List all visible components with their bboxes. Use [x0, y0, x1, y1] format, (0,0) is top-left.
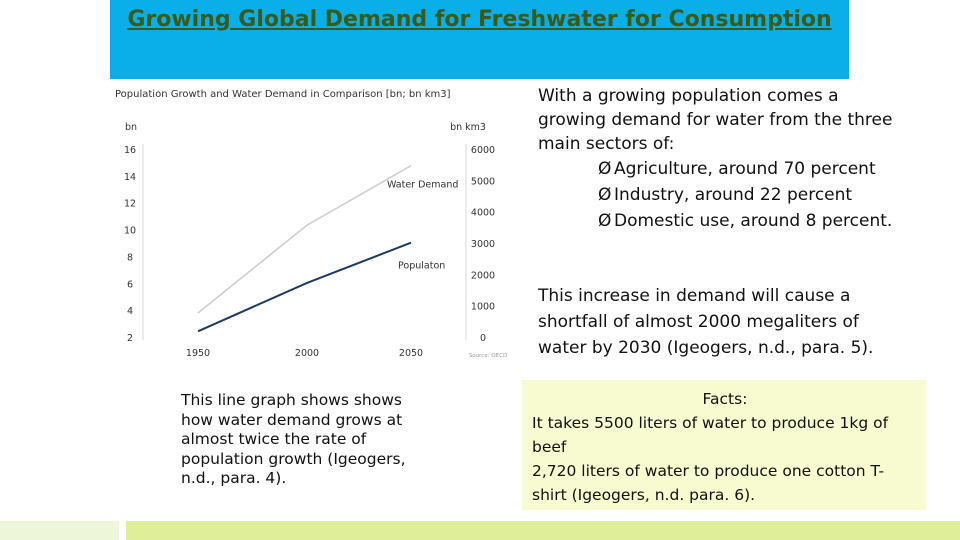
chart-source: Source: OECD [469, 353, 507, 359]
water-demand-line [197, 165, 412, 314]
left-tick-label: 8 [127, 252, 133, 263]
sector-list: Ø Agriculture, around 70 percent Ø Industr… [598, 156, 898, 234]
x-tick-label: 2050 [399, 348, 423, 359]
x-tick-label: 2000 [295, 348, 319, 359]
chart-title: Population Growth and Water Demand in Co… [115, 89, 451, 100]
left-tick-label: 6 [127, 279, 133, 290]
arrow-bullet-icon: Ø [598, 211, 612, 231]
title-bar: Growing Global Demand for Freshwater for… [110, 0, 849, 79]
line-chart: Population Growth and Water Demand in Co… [115, 89, 507, 359]
water-demand-label: Water Demand [387, 180, 458, 191]
intro-text: With a growing population comes a growin… [538, 86, 893, 154]
left-tick-label: 16 [124, 145, 136, 156]
right-tick-label: 3000 [471, 239, 495, 250]
sector-item-text: Agriculture, around 70 percent [614, 159, 876, 179]
sector-item: Ø Industry, around 22 percent [598, 182, 898, 208]
right-tick-label: 0 [480, 333, 486, 344]
sector-item-text: Industry, around 22 percent [614, 185, 853, 205]
right-tick-label: 1000 [471, 302, 495, 313]
left-tick-label: 2 [127, 333, 133, 344]
right-axis-unit: bn km3 [450, 122, 486, 133]
fact-tshirt: 2,720 liters of water to produce one cot… [532, 462, 885, 504]
left-tick-label: 10 [124, 226, 136, 237]
arrow-bullet-icon: Ø [598, 159, 612, 179]
sector-item: Ø Agriculture, around 70 percent [598, 156, 898, 182]
left-tick-label: 14 [124, 172, 136, 183]
facts-heading: Facts: [702, 390, 748, 408]
population-label: Populaton [398, 261, 445, 272]
right-tick-label: 6000 [471, 145, 495, 156]
slide-title: Growing Global Demand for Freshwater for… [127, 7, 832, 32]
left-tick-label: 12 [124, 199, 136, 210]
sector-item: Ø Domestic use, around 8 percent. [598, 208, 898, 234]
population-line [197, 241, 412, 333]
arrow-bullet-icon: Ø [598, 185, 612, 205]
x-tick-label: 1950 [186, 348, 210, 359]
fact-beef: It takes 5500 liters of water to produce… [532, 414, 889, 456]
left-axis-unit: bn [125, 122, 137, 133]
sector-item-text: Domestic use, around 8 percent. [614, 211, 893, 231]
footer-bar-right [126, 521, 960, 540]
right-tick-label: 5000 [471, 176, 495, 187]
left-tick-label: 4 [127, 306, 133, 317]
facts-box: Facts: It takes 5500 liters of water to … [522, 380, 926, 510]
chart-caption: This line graph shows shows how water de… [181, 391, 406, 487]
footer-bar-left [0, 521, 119, 540]
right-tick-label: 2000 [471, 270, 495, 281]
shortfall-text: This increase in demand will cause a sho… [538, 286, 874, 358]
right-tick-label: 4000 [471, 208, 495, 219]
